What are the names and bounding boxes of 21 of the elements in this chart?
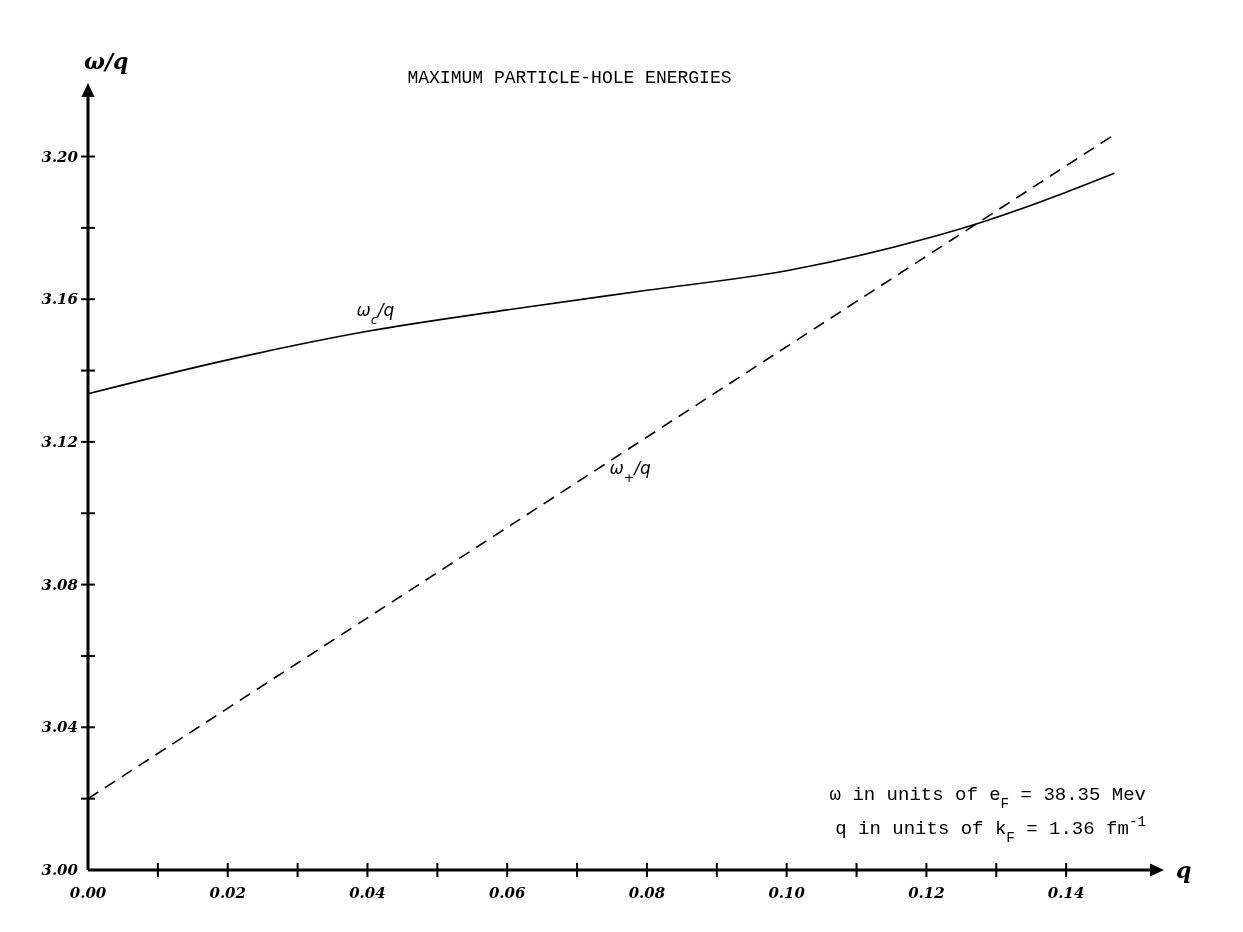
x-tick-label: 0.04 <box>349 884 386 902</box>
y-tick-label: 3.04 <box>41 718 78 737</box>
x-tick-label: 0.02 <box>209 884 247 902</box>
x-tick-label: 0.14 <box>1047 884 1085 902</box>
y-tick-label: 3.08 <box>41 575 79 594</box>
x-tick-label: 0.06 <box>488 884 527 902</box>
x-axis-title: q <box>1176 857 1192 883</box>
annotation: ω in units of e$_{F}$ = 38.35 Mev <box>829 784 1146 812</box>
x-tick-label: 0.12 <box>908 884 945 902</box>
y-tick-label: 3.00 <box>41 861 79 879</box>
annotation: q in units of k$_{F}$ = 1.36 fm$^{-1}$ <box>835 814 1146 846</box>
y-tick-label: 3.20 <box>41 147 79 166</box>
x-tick-label: 0.08 <box>628 884 666 902</box>
y-axis-title: ω/q <box>84 48 129 74</box>
y-tick-label: 3.12 <box>41 432 78 451</box>
series-label: ω$_{c}$/q <box>356 300 395 327</box>
y-tick-label: 3.16 <box>41 290 79 309</box>
chart-title: MAXIMUM PARTICLE-HOLE ENERGIES <box>407 68 732 88</box>
x-tick-label: 0.00 <box>69 884 107 902</box>
x-tick-label: 0.10 <box>768 884 806 902</box>
series-label: ω$_{+}$/q <box>609 457 652 485</box>
